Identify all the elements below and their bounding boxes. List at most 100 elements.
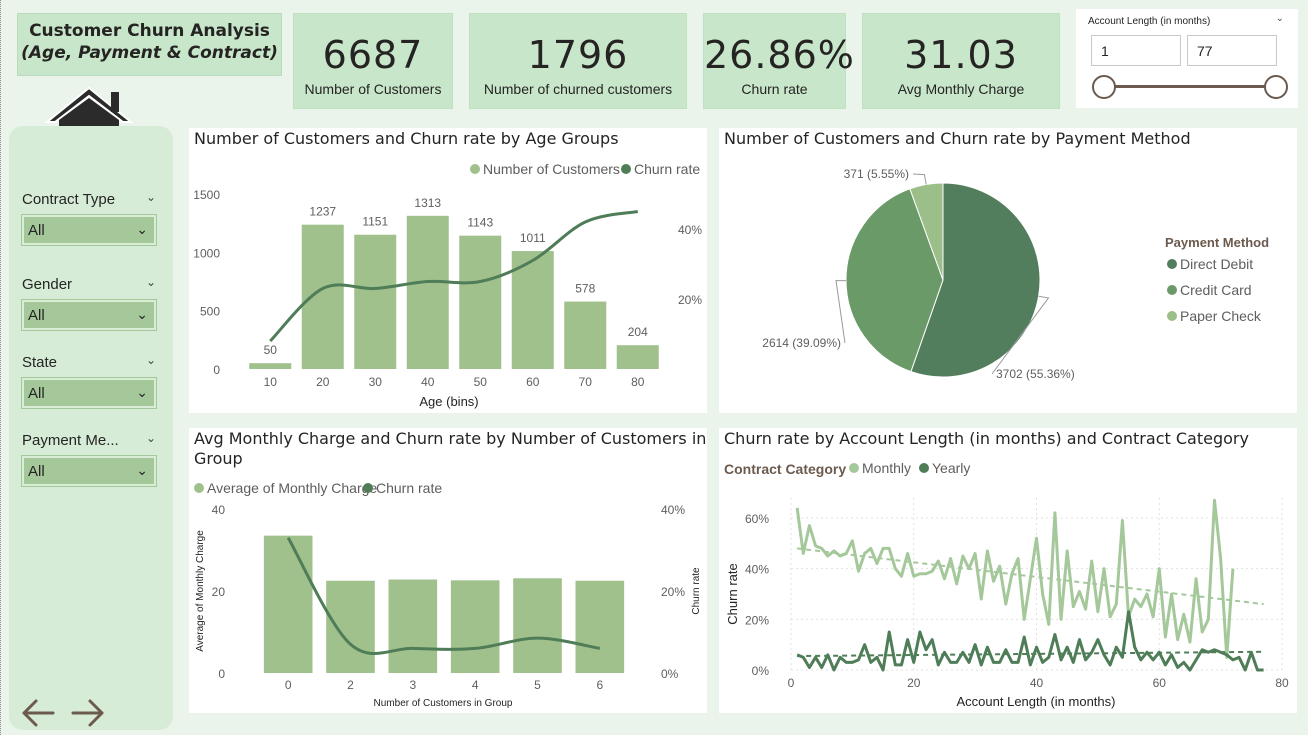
- next-page-button[interactable]: [71, 698, 105, 732]
- filter-dropdown[interactable]: All ⌄: [22, 456, 156, 486]
- kpi-value: 6687: [322, 33, 424, 77]
- y2-tick-label: 20%: [661, 585, 685, 599]
- y2-tick-label: 20%: [678, 293, 702, 307]
- chevron-down-icon[interactable]: ⌄: [1275, 13, 1284, 24]
- filter-payment-method: Payment Me... ⌄ All ⌄: [22, 431, 156, 486]
- x-tick-label: 60: [1153, 676, 1167, 690]
- bar-customers: [511, 251, 554, 369]
- x-tick-label: 20: [907, 676, 921, 690]
- filter-value: All: [28, 307, 45, 324]
- bar-customers: [459, 235, 502, 369]
- range-max-input[interactable]: 77: [1187, 35, 1277, 66]
- x-tick-label: 20: [316, 375, 330, 389]
- bar-customers: [406, 215, 449, 369]
- bar-customers: [564, 301, 607, 369]
- chevron-down-icon: ⌄: [136, 384, 148, 400]
- data-label: 578: [575, 282, 595, 296]
- legend-churn-rate: Churn rate: [634, 161, 700, 177]
- account-length-chart: Churn rate by Account Length (in months)…: [724, 429, 1289, 709]
- trend-line-yearly: [797, 650, 1264, 658]
- leader-line: [991, 295, 1050, 375]
- chevron-down-icon[interactable]: ⌄: [145, 190, 156, 204]
- chevron-down-icon[interactable]: ⌄: [145, 275, 156, 289]
- kpi-label: Avg Monthly Charge: [897, 81, 1025, 97]
- filter-value: All: [28, 222, 45, 239]
- chart-title-line2: Group: [194, 449, 243, 468]
- legend-customers: Number of Customers: [483, 161, 620, 177]
- y-tick-label: 1000: [193, 246, 220, 260]
- filter-label: Payment Me...: [22, 432, 119, 449]
- y-axis-title: Average of Monthly Charge: [195, 530, 206, 652]
- filter-state: State ⌄ All ⌄: [22, 353, 156, 408]
- legend-churn-rate-marker: [621, 164, 631, 174]
- kpi-label: Number of churned customers: [483, 81, 673, 97]
- bar-customers: [249, 363, 292, 369]
- y-axis-title: Churn rate: [725, 563, 740, 624]
- legend-churn-rate: Churn rate: [376, 480, 442, 496]
- previous-page-button[interactable]: [21, 698, 55, 732]
- filter-gender: Gender ⌄ All ⌄: [22, 275, 156, 330]
- y-tick-label: 0: [213, 363, 220, 377]
- bar-customers: [301, 224, 344, 369]
- age-groups-chart: Number of Customers and Churn rate by Ag…: [193, 129, 702, 409]
- y-tick-label: 60%: [745, 512, 769, 526]
- bar-avg-charge: [326, 580, 375, 673]
- arrow-left-icon: [22, 699, 55, 727]
- range-min-input[interactable]: 1: [1091, 35, 1181, 66]
- legend-yearly: Yearly: [932, 460, 970, 476]
- kpi-value: 26.86%: [704, 33, 855, 77]
- slider-max-handle[interactable]: [1264, 75, 1288, 99]
- data-label: 204: [628, 325, 648, 339]
- chevron-down-icon[interactable]: ⌄: [145, 353, 156, 367]
- bar-avg-charge: [388, 579, 438, 673]
- x-tick-label: 0: [285, 678, 292, 692]
- filter-value: All: [28, 463, 45, 480]
- bar-avg-charge: [263, 535, 313, 673]
- x-tick-label: 2: [347, 678, 354, 692]
- data-label: 1313: [414, 196, 441, 210]
- x-tick-label: 40: [421, 375, 435, 389]
- bar-avg-charge: [575, 580, 625, 673]
- y2-axis-title: Churn rate: [691, 567, 702, 615]
- filter-dropdown[interactable]: All ⌄: [22, 378, 156, 408]
- chevron-down-icon: ⌄: [136, 306, 148, 322]
- account-length-chart-panel: Churn rate by Account Length (in months)…: [719, 428, 1297, 713]
- y-tick-label: 0: [218, 667, 225, 681]
- legend-avg-charge: Average of Monthly Charge: [207, 480, 377, 496]
- filter-value: All: [28, 385, 45, 402]
- kpi-label: Churn rate: [741, 81, 808, 97]
- bar-avg-charge: [450, 580, 500, 673]
- slicer-header: Account Length (in months): [1088, 16, 1211, 27]
- y-tick-label: 20: [212, 585, 226, 599]
- pie-slice: [909, 182, 944, 281]
- chevron-down-icon[interactable]: ⌄: [145, 431, 156, 445]
- legend-avg-charge-marker: [194, 483, 204, 493]
- kpi-churn-rate: 26.86% Churn rate: [703, 13, 855, 109]
- filter-dropdown[interactable]: All ⌄: [22, 215, 156, 245]
- filter-dropdown[interactable]: All ⌄: [22, 300, 156, 330]
- legend-item: Credit Card: [1180, 282, 1252, 298]
- x-tick-label: 80: [1275, 676, 1289, 690]
- leader-line: [835, 280, 847, 344]
- data-label: 1237: [309, 205, 336, 219]
- x-tick-label: 80: [631, 375, 645, 389]
- series-line-monthly: [795, 498, 1235, 659]
- x-axis-title: Age (bins): [419, 394, 478, 409]
- slice-data-label: 371 (5.55%): [844, 167, 909, 181]
- legend-monthly-marker: [849, 463, 859, 473]
- kpi-number-of-churned-customers: 1796 Number of churned customers: [469, 13, 687, 109]
- filter-label: Contract Type: [22, 191, 116, 208]
- x-tick-label: 60: [526, 375, 540, 389]
- x-axis-title: Account Length (in months): [957, 694, 1116, 709]
- slider-min-handle[interactable]: [1092, 75, 1116, 99]
- group-size-chart: Avg Monthly Charge and Churn rate by Num…: [194, 429, 706, 709]
- legend-title: Contract Category: [724, 461, 846, 477]
- chevron-down-icon: ⌄: [136, 221, 148, 237]
- x-tick-label: 3: [409, 678, 416, 692]
- y-tick-label: 40: [212, 503, 226, 517]
- leader-line: [912, 173, 927, 185]
- legend-customers-marker: [470, 164, 480, 174]
- y-tick-label: 1500: [193, 188, 220, 202]
- slider-track[interactable]: [1103, 85, 1275, 88]
